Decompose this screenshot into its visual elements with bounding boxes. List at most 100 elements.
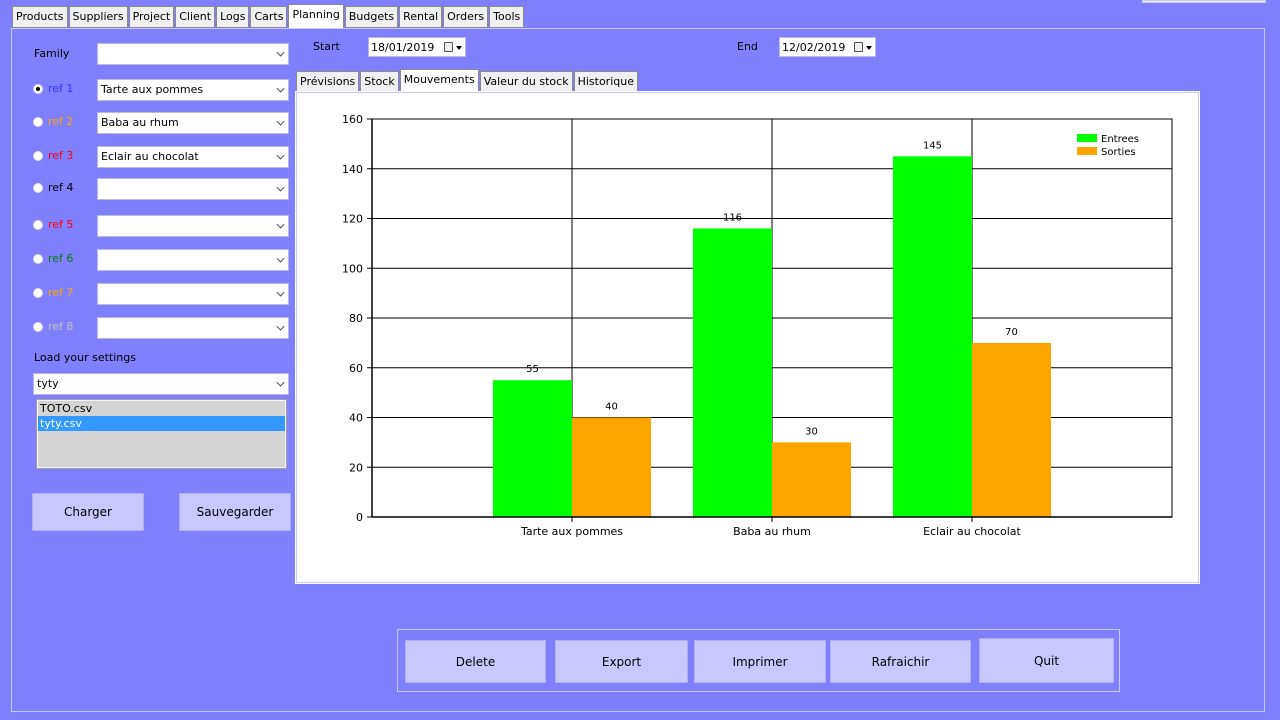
tab-suppliers[interactable]: Suppliers xyxy=(68,6,128,28)
ref-3-label: ref 3 xyxy=(48,149,74,162)
data-label: 116 xyxy=(723,212,742,223)
data-label: 55 xyxy=(526,364,539,375)
chart-panel: 0 20 40 60 80 100 120 140 160 55 40 Tarte aux pomme… xyxy=(295,91,1200,584)
delete-button[interactable]: Delete xyxy=(405,640,546,683)
tab-rental[interactable]: Rental xyxy=(399,6,443,28)
subtab-valeur-du-stock[interactable]: Valeur du stock xyxy=(479,71,573,92)
ref-1-label: ref 1 xyxy=(48,82,74,95)
tab-tools[interactable]: Tools xyxy=(489,6,525,28)
file-list-item[interactable]: TOTO.csv xyxy=(40,402,93,415)
start-date-picker[interactable]: 18/01/2019 xyxy=(368,37,466,57)
data-label: 30 xyxy=(805,426,818,437)
tab-budgets[interactable]: Budgets xyxy=(344,6,399,28)
dropdown-arrow-icon xyxy=(456,46,462,50)
ref-2-select[interactable]: Baba au rhum xyxy=(97,112,289,134)
calendar-icon xyxy=(444,42,453,52)
ref-6-select[interactable] xyxy=(97,249,289,271)
content-panel xyxy=(11,28,1265,712)
ref-4-select[interactable] xyxy=(97,178,289,200)
chevron-down-icon xyxy=(276,183,285,192)
y-tick-label: 140 xyxy=(342,163,363,176)
legend-swatch-entrees xyxy=(1077,134,1097,142)
y-tick-label: 80 xyxy=(349,312,363,325)
ref-2-radio[interactable] xyxy=(33,117,43,127)
ref-8-label: ref 8 xyxy=(48,320,74,333)
chevron-down-icon xyxy=(276,48,285,57)
bar-entrees xyxy=(893,156,972,517)
ref-7-radio[interactable] xyxy=(33,288,43,298)
sauvegarder-button[interactable]: Sauvegarder xyxy=(179,493,291,531)
rafraichir-button[interactable]: Rafraichir xyxy=(830,640,971,683)
y-tick-label: 100 xyxy=(342,262,363,275)
ref-7-select[interactable] xyxy=(97,283,289,305)
tab-planning[interactable]: Planning xyxy=(288,4,344,28)
subtab-historique[interactable]: Historique xyxy=(573,71,638,92)
subtab-pr-visions[interactable]: Prévisions xyxy=(296,71,360,92)
ref-3-radio[interactable] xyxy=(33,151,43,161)
subtab-mouvements[interactable]: Mouvements xyxy=(399,69,479,92)
ref-4-radio[interactable] xyxy=(33,183,43,193)
ref-2-select-value: Baba au rhum xyxy=(101,116,179,129)
settings-select[interactable]: tyty xyxy=(33,373,289,395)
charger-button[interactable]: Charger xyxy=(32,493,144,531)
ref-1-select[interactable]: Tarte aux pommes xyxy=(97,79,289,101)
bar-entrees xyxy=(493,380,572,517)
ref-8-select[interactable] xyxy=(97,317,289,339)
chevron-down-icon xyxy=(276,288,285,297)
load-settings-label: Load your settings xyxy=(34,351,136,364)
bar-sorties xyxy=(572,417,651,517)
end-label: End xyxy=(737,40,758,53)
ref-4-label: ref 4 xyxy=(48,181,74,194)
subtab-stock[interactable]: Stock xyxy=(360,71,399,92)
sub-tab-strip: Prévisions Stock Mouvements Valeur du stock… xyxy=(296,69,639,92)
y-tick-label: 20 xyxy=(349,461,363,474)
ref-5-label: ref 5 xyxy=(48,218,74,231)
tab-client[interactable]: Client xyxy=(175,6,216,28)
family-label: Family xyxy=(34,47,70,60)
y-tick-label: 60 xyxy=(349,362,363,375)
export-button[interactable]: Export xyxy=(555,640,688,683)
movements-bar-chart: 0 20 40 60 80 100 120 140 160 55 40 Tarte aux pomme… xyxy=(342,113,1173,538)
tab-project[interactable]: Project xyxy=(128,6,175,28)
imprimer-button[interactable]: Imprimer xyxy=(694,640,826,683)
bar-sorties xyxy=(972,342,1051,517)
settings-select-value: tyty xyxy=(37,377,59,390)
data-label: 40 xyxy=(605,402,618,413)
chevron-down-icon xyxy=(276,151,285,160)
ref-3-select[interactable]: Eclair au chocolat xyxy=(97,146,289,168)
chevron-down-icon xyxy=(276,220,285,229)
ref-6-label: ref 6 xyxy=(48,252,74,265)
bar-entrees xyxy=(693,228,772,517)
legend-swatch-sorties xyxy=(1077,147,1097,155)
x-tick-label: Eclair au chocolat xyxy=(923,525,1021,538)
x-tick-label: Baba au rhum xyxy=(733,525,811,538)
legend-label-sorties: Sorties xyxy=(1101,147,1136,158)
family-select[interactable] xyxy=(97,43,289,65)
chevron-down-icon xyxy=(276,322,285,331)
y-tick-label: 0 xyxy=(356,511,363,524)
chevron-down-icon xyxy=(276,378,285,387)
tab-products[interactable]: Products xyxy=(12,6,68,28)
y-tick-label: 40 xyxy=(349,412,363,425)
end-date-value: 12/02/2019 xyxy=(782,41,846,54)
ref-7-label: ref 7 xyxy=(48,286,74,299)
ref-5-radio[interactable] xyxy=(33,220,43,230)
tab-carts[interactable]: Carts xyxy=(250,6,288,28)
end-date-picker[interactable]: 12/02/2019 xyxy=(779,37,876,57)
settings-file-list[interactable]: TOTO.csv tyty.csv xyxy=(36,399,287,469)
tab-orders[interactable]: Orders xyxy=(443,6,489,28)
ref-5-select[interactable] xyxy=(97,215,289,237)
chevron-down-icon xyxy=(276,254,285,263)
y-tick-label: 120 xyxy=(342,213,363,226)
start-label: Start xyxy=(313,40,340,53)
file-list-item[interactable]: tyty.csv xyxy=(38,416,285,431)
calendar-icon xyxy=(854,42,863,52)
ref-1-radio[interactable] xyxy=(33,84,43,94)
start-date-value: 18/01/2019 xyxy=(371,41,435,54)
main-tab-strip: Products Suppliers Project Client Logs Carts P… xyxy=(12,4,525,28)
tab-logs[interactable]: Logs xyxy=(216,6,250,28)
ref-6-radio[interactable] xyxy=(33,254,43,264)
ref-8-radio[interactable] xyxy=(33,322,43,332)
data-label: 70 xyxy=(1005,327,1018,338)
quit-button[interactable]: Quit xyxy=(979,638,1114,683)
